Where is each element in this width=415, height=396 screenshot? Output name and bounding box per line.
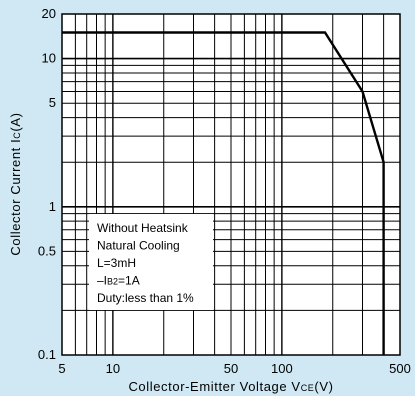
annotation-line: –IB2=1A <box>97 274 140 288</box>
annotation-line: Natural Cooling <box>97 239 180 253</box>
plot-frame <box>61 13 401 356</box>
y-axis-title: Collector Current IC(A) <box>8 112 23 255</box>
rbsoa-curve <box>62 31 385 355</box>
annotation-box: Without Heatsink Natural Cooling L=3mH –IB2… <box>89 214 213 310</box>
y-tick-label: 0.1 <box>38 347 56 362</box>
y-tick-label: 1 <box>49 199 56 214</box>
grid-lines <box>62 14 400 355</box>
x-tick-label: 5 <box>58 361 65 376</box>
x-tick-label: 10 <box>106 361 120 376</box>
annotation-line: Duty:less than 1% <box>97 291 194 305</box>
y-tick-label: 10 <box>42 51 56 66</box>
y-tick-label: 5 <box>49 95 56 110</box>
y-tick-label: 0.5 <box>38 243 56 258</box>
tick-labels: 5 10 50 100 500 0.1 0.5 1 5 10 20 <box>38 6 411 376</box>
annotation-line: Without Heatsink <box>97 221 189 235</box>
x-axis-title: Collector-Emitter Voltage VCE(V) <box>128 379 333 394</box>
x-tick-label: 50 <box>224 361 238 376</box>
series-layer <box>62 31 385 355</box>
x-tick-label: 500 <box>389 361 411 376</box>
annotation-line: L=3mH <box>97 256 136 270</box>
x-tick-label: 100 <box>271 361 293 376</box>
y-tick-label: 20 <box>42 6 56 21</box>
annotation-background <box>89 214 213 310</box>
